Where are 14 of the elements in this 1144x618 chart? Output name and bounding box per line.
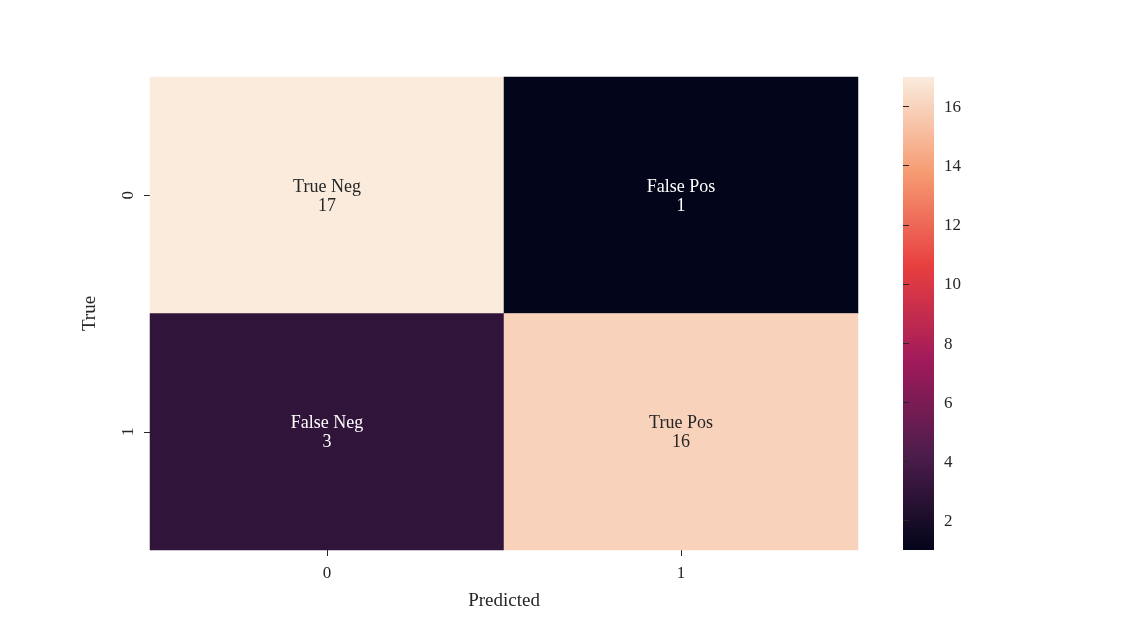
color-bar-label: 8 bbox=[944, 333, 953, 353]
color-bar-label: 2 bbox=[944, 510, 953, 530]
x-axis-title: Predicted bbox=[468, 589, 541, 610]
color-bar-label: 10 bbox=[944, 274, 961, 294]
data-label: False Neg 3 bbox=[290, 412, 364, 452]
color-bar-label: 4 bbox=[944, 451, 953, 471]
color-bar-label: 12 bbox=[944, 215, 961, 235]
data-label: True Neg 17 bbox=[293, 175, 361, 215]
color-bar-label: 16 bbox=[944, 97, 961, 117]
color-bar-label: 6 bbox=[944, 392, 953, 412]
data-label: True Pos 16 bbox=[649, 412, 713, 452]
color-bar-label: 14 bbox=[944, 156, 962, 176]
y-axis-title: True bbox=[78, 295, 99, 332]
data-label: False Pos 1 bbox=[646, 175, 716, 215]
